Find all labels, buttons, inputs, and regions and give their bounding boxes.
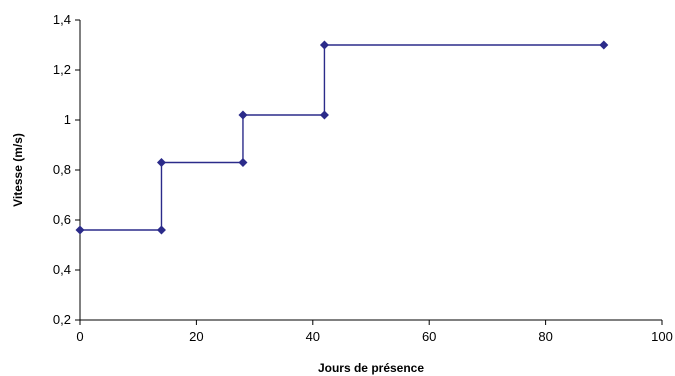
- y-tick-label: 0,4: [53, 262, 71, 277]
- x-ticks: 0 20 40 60 80 100: [76, 320, 673, 344]
- x-axis-title: Jours de présence: [318, 361, 424, 375]
- data-point-marker: [238, 158, 248, 167]
- y-tick-label: 0,8: [53, 162, 71, 177]
- y-tick-label: 1: [64, 112, 71, 127]
- x-tick-label: 0: [76, 329, 83, 344]
- axes: [79, 20, 662, 321]
- data-point-marker: [156, 225, 166, 235]
- series-layer: [75, 40, 609, 235]
- y-tick-label: 0,6: [53, 212, 71, 227]
- data-point-marker: [319, 110, 329, 120]
- data-point-marker: [599, 40, 609, 50]
- y-ticks: 0,2 0,4 0,6 0,8 1 1,2 1,4: [53, 12, 80, 327]
- series-line: [80, 44, 604, 231]
- x-tick-label: 40: [306, 329, 320, 344]
- y-tick-label: 0,2: [53, 312, 71, 327]
- x-tick-label: 60: [422, 329, 436, 344]
- data-point-marker: [156, 158, 166, 167]
- data-point-marker: [319, 40, 329, 50]
- x-tick-label: 80: [538, 329, 552, 344]
- y-tick-label: 1,2: [53, 62, 71, 77]
- y-tick-label: 1,4: [53, 12, 71, 27]
- data-point-marker: [75, 225, 85, 235]
- x-tick-label: 100: [651, 329, 673, 344]
- data-point-marker: [238, 110, 248, 120]
- x-tick-label: 20: [189, 329, 203, 344]
- y-axis-title: Vitesse (m/s): [11, 133, 25, 207]
